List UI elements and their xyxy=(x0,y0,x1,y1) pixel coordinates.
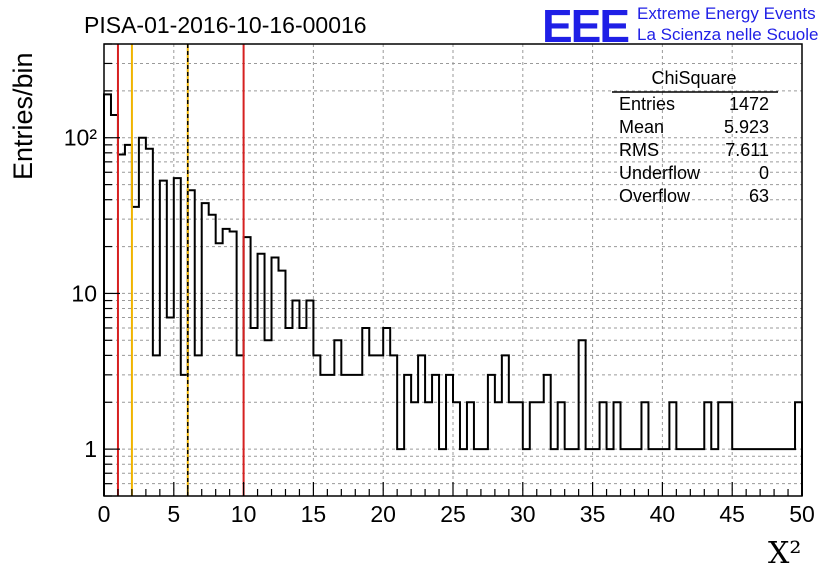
histogram-bar xyxy=(362,328,369,496)
histogram-bar xyxy=(244,237,251,496)
histogram-bar xyxy=(265,340,272,496)
x-tick-label: 20 xyxy=(370,501,396,527)
x-tick-label: 35 xyxy=(580,501,606,527)
stats-row-value: 5.923 xyxy=(724,117,769,137)
chart-title: PISA-01-2016-10-16-00016 xyxy=(84,12,367,38)
histogram-bar xyxy=(202,203,209,496)
histogram-bar xyxy=(125,145,132,496)
histogram-bar xyxy=(181,375,188,496)
eee-logo-line2: La Scienza nelle Scuole xyxy=(637,25,818,44)
stats-row-label: RMS xyxy=(619,140,659,160)
x-tick-label: 0 xyxy=(98,501,111,527)
histogram-bar xyxy=(418,355,425,496)
stats-row-value: 0 xyxy=(759,163,769,183)
histogram-bar xyxy=(579,340,586,496)
histogram-bar xyxy=(195,355,202,496)
histogram-bar xyxy=(334,340,341,496)
histogram-bar xyxy=(167,318,174,496)
eee-logo: EEE Extreme Energy Events La Scienza nel… xyxy=(542,0,818,52)
histogram-bar xyxy=(251,328,258,496)
stats-box: ChiSquare Entries 1472 Mean 5.923 RMS 7.611 Un… xyxy=(612,68,778,206)
stats-row-value: 1472 xyxy=(729,94,769,114)
histogram-bar xyxy=(502,355,509,496)
histogram-bar xyxy=(146,149,153,496)
histogram-bar xyxy=(188,190,195,496)
x-tick-label: 30 xyxy=(510,501,536,527)
stats-row-value: 7.611 xyxy=(725,140,769,160)
histogram-bar xyxy=(544,375,551,496)
stats-box-rows: Entries 1472 Mean 5.923 RMS 7.611 Underflow 0 Ov… xyxy=(619,94,769,206)
histogram-bar xyxy=(327,375,334,496)
histogram-bar xyxy=(320,375,327,496)
histogram-bar xyxy=(139,138,146,496)
histogram-bar xyxy=(446,375,453,496)
histogram-bar xyxy=(404,375,411,496)
histogram-bar xyxy=(348,375,355,496)
histogram-bar xyxy=(292,301,299,496)
histogram-bars xyxy=(103,93,803,496)
x-tick-label: 45 xyxy=(719,501,745,527)
histogram-outline xyxy=(103,93,803,496)
histogram-bar xyxy=(153,355,160,496)
histogram-bar xyxy=(104,94,111,496)
eee-logo-line1: Extreme Energy Events xyxy=(637,4,816,23)
y-axis-label: Entries/bin xyxy=(8,52,38,180)
histogram-bar xyxy=(383,328,390,496)
histogram-bar xyxy=(432,375,439,496)
axes: 0 5 10 15 20 25 30 35 40 45 50 1 10 10² xyxy=(64,43,815,527)
histogram-bar xyxy=(355,375,362,496)
stats-row-label: Entries xyxy=(619,94,675,114)
y-tick-label: 1 xyxy=(84,436,97,462)
stats-row-label: Underflow xyxy=(619,163,701,183)
histogram-bar xyxy=(237,355,244,496)
histogram-bar xyxy=(132,207,139,496)
x-tick-label: 15 xyxy=(301,501,327,527)
histogram-bar xyxy=(174,178,181,496)
x-tick-label: 40 xyxy=(650,501,676,527)
cut-lines xyxy=(116,44,245,496)
x-tick-label: 50 xyxy=(789,501,815,527)
stats-row-label: Overflow xyxy=(619,186,691,206)
y-tick-label: 10 xyxy=(71,280,97,306)
histogram-bar xyxy=(488,375,495,496)
x-tick-label: 10 xyxy=(231,501,257,527)
histogram-bar xyxy=(299,328,306,496)
x-axis-label: X² xyxy=(768,536,801,571)
stats-row-value: 63 xyxy=(749,186,769,206)
histogram-bar xyxy=(390,355,397,496)
y-tick-label: 10² xyxy=(64,125,98,151)
histogram-bar xyxy=(313,355,320,496)
stats-row-label: Mean xyxy=(619,117,664,137)
histogram-bar xyxy=(285,328,292,496)
stats-box-title: ChiSquare xyxy=(651,68,736,88)
histogram-bar xyxy=(216,243,223,496)
histogram-bar xyxy=(341,375,348,496)
histogram-bar xyxy=(376,355,383,496)
x-tick-label: 25 xyxy=(440,501,466,527)
histogram-bar xyxy=(306,301,313,496)
histogram-bar xyxy=(369,355,376,496)
histogram-bar xyxy=(279,271,286,496)
x-tick-label: 5 xyxy=(167,501,180,527)
histogram-bar xyxy=(118,155,125,496)
grid-lines xyxy=(104,44,802,496)
